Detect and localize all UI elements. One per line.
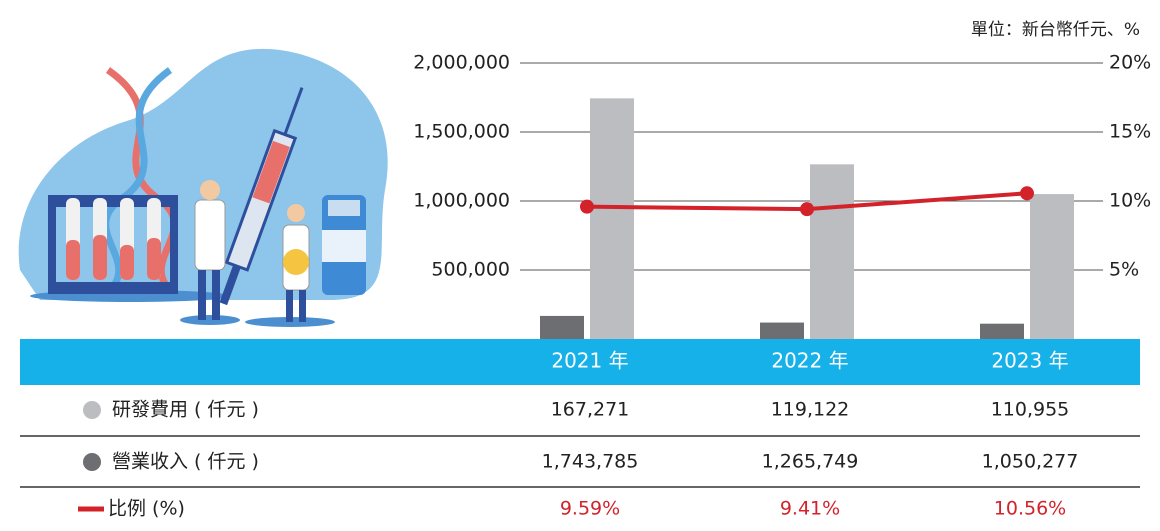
table-value: 1,265,749 xyxy=(762,451,859,473)
table-value: 1,050,277 xyxy=(982,451,1079,473)
row-label: 比例 (%) xyxy=(108,498,185,520)
y-tick-label: 500,000 xyxy=(431,259,510,281)
bar xyxy=(810,164,854,339)
unit-note: 單位：新台幣仟元、% xyxy=(971,20,1140,40)
table-value: 167,271 xyxy=(551,399,630,421)
y2-tick-label: 5% xyxy=(1109,259,1139,281)
row-label: 研發費用 ( 仟元 ) xyxy=(112,399,259,421)
ratio-point xyxy=(1020,186,1034,201)
legend-dot xyxy=(83,401,101,419)
table-value: 119,122 xyxy=(771,399,850,421)
category-label: 2021 年 xyxy=(551,349,628,373)
bar xyxy=(590,98,634,340)
bar xyxy=(760,322,804,339)
table-value: 9.59% xyxy=(560,498,620,520)
table-value: 10.56% xyxy=(994,498,1066,520)
category-label: 2023 年 xyxy=(991,349,1068,373)
bar xyxy=(980,323,1024,339)
y2-tick-label: 15% xyxy=(1109,121,1151,143)
y-tick-label: 2,000,000 xyxy=(413,52,510,74)
ratio-point xyxy=(580,199,594,214)
table-header xyxy=(20,339,1140,385)
illustration xyxy=(18,48,388,327)
y-tick-label: 1,500,000 xyxy=(413,121,510,143)
y2-tick-label: 20% xyxy=(1109,52,1151,74)
table-value: 1,743,785 xyxy=(542,451,639,473)
bar xyxy=(540,315,584,339)
legend-dot xyxy=(83,453,101,471)
table-value: 9.41% xyxy=(780,498,840,520)
category-label: 2022 年 xyxy=(771,349,848,373)
table-value: 110,955 xyxy=(991,399,1070,421)
y-tick-label: 1,000,000 xyxy=(413,190,510,212)
ratio-point xyxy=(800,202,814,217)
y2-tick-label: 10% xyxy=(1109,190,1151,212)
row-label: 營業收入 ( 仟元 ) xyxy=(112,451,259,473)
bar xyxy=(1030,194,1074,339)
